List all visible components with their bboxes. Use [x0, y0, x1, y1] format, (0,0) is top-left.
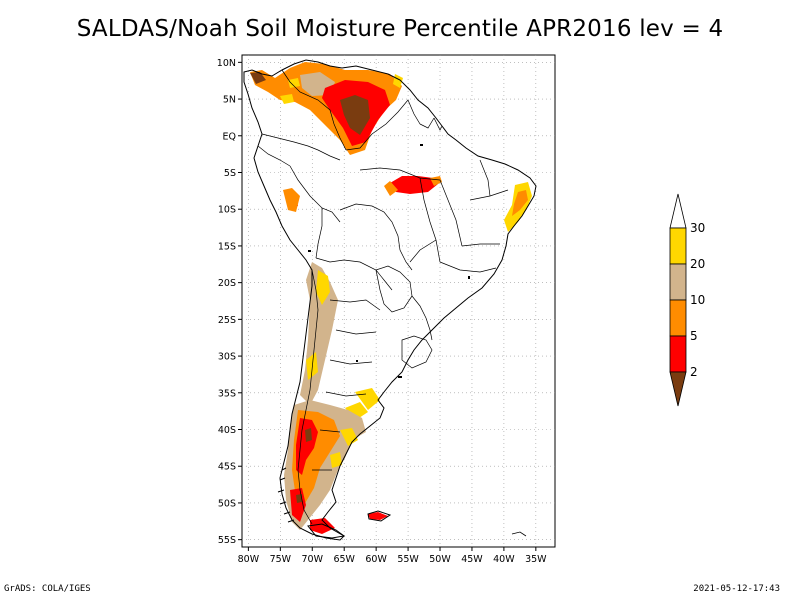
- lon-tick-label: 60W: [365, 554, 387, 565]
- lat-tick-label: 35S: [218, 388, 236, 399]
- lon-tick-label: 65W: [333, 554, 355, 565]
- colorbar-top-triangle: [669, 193, 687, 229]
- lon-tick-label: 80W: [238, 554, 260, 565]
- lon-tick-label: 40W: [493, 554, 515, 565]
- lon-tick-label: 50W: [429, 554, 451, 565]
- patch-falklands-red: [368, 512, 388, 520]
- lat-tick-label: 5N: [223, 95, 236, 106]
- lat-tick-label: 50S: [218, 498, 236, 509]
- border-guianas: [407, 99, 443, 131]
- border-venezuela-brazil: [345, 99, 409, 151]
- small-features: [308, 144, 527, 537]
- patch-amazon-red: [390, 176, 438, 194]
- patch-northwest-brown: [250, 72, 266, 84]
- tierra-del-fuego-outline: [307, 523, 346, 539]
- patch-north-yellow: [280, 74, 403, 104]
- feature-dot-3: [398, 376, 402, 378]
- feature-dot-1: [468, 276, 470, 279]
- country-borders: [257, 69, 509, 525]
- lon-tick-label: 70W: [302, 554, 324, 565]
- feature-island-east: [511, 531, 527, 537]
- south-america-coastline: [243, 59, 537, 541]
- border-argentina-provinces: [312, 299, 381, 471]
- lat-tick-label: 10N: [217, 58, 236, 69]
- border-chile-argentina: [297, 269, 319, 525]
- patch-amazon-orange: [384, 176, 442, 196]
- border-colombia-south: [261, 133, 341, 161]
- map-frame: [241, 54, 556, 548]
- lat-tick-label: 55S: [218, 535, 236, 546]
- lat-tick-label: EQ: [223, 131, 236, 142]
- border-ecuador-peru: [257, 145, 291, 167]
- border-colombia-venezuela: [281, 69, 347, 151]
- colorbar-label: 30: [690, 221, 705, 235]
- coastline: [243, 59, 537, 541]
- falklands-outline: [367, 510, 392, 522]
- border-peru-bolivia: [315, 208, 323, 259]
- lat-tick-label: 15S: [218, 241, 236, 252]
- lat-tick-label: 5S: [224, 168, 236, 179]
- tick-labels: 80W 75W 70W 65W 60W 55W 50W 45W 40W 35W 10N 5N EQ 5S 1…: [217, 58, 547, 565]
- lat-tick-label: 45S: [218, 462, 236, 473]
- colorbar-segment: [669, 299, 687, 337]
- colorbar-segment: [669, 263, 687, 301]
- border-peru-brazil: [289, 165, 341, 223]
- feature-dot-4: [420, 144, 423, 146]
- lake-titicaca: [308, 250, 311, 252]
- patch-patagonia-red: [290, 418, 335, 534]
- map-title: SALDAS/Noah Soil Moisture Percentile APR…: [76, 16, 724, 42]
- lat-tick-label: 20S: [218, 278, 236, 289]
- colorbar-segment: [669, 335, 687, 373]
- colorbar-label: 2: [690, 365, 698, 379]
- lon-tick-label: 45W: [461, 554, 483, 565]
- feature-dot-2: [356, 360, 358, 362]
- patch-andes-yellow: [306, 270, 368, 420]
- colorbar-bottom-triangle: [669, 371, 687, 407]
- patch-patagonia-brown: [296, 428, 312, 503]
- colorbar-label: 10: [690, 293, 705, 307]
- lat-tick-label: 25S: [218, 315, 236, 326]
- border-brazil-bolivia: [339, 203, 413, 271]
- border-uruguay: [401, 335, 433, 369]
- percentile-patches: [250, 62, 532, 534]
- colorbar-segment: [669, 227, 687, 265]
- lat-tick-label: 10S: [218, 205, 236, 216]
- patch-patagonia-yellow: [330, 388, 380, 468]
- lon-tick-label: 35W: [525, 554, 547, 565]
- colorbar-label: 5: [690, 329, 698, 343]
- patch-peru-orange: [283, 188, 300, 212]
- lat-tick-label: 40S: [218, 425, 236, 436]
- chilean-archipelago: [277, 467, 295, 523]
- patch-ne-coast-orange: [512, 190, 528, 216]
- patch-north-brown: [340, 95, 370, 135]
- lon-tick-label: 75W: [270, 554, 292, 565]
- colorbar: 2 5 10 20 30: [669, 193, 705, 407]
- footer-grads-credit: GrADS: COLA/IGES: [4, 584, 91, 594]
- border-paraguay: [375, 265, 413, 313]
- footer-timestamp: 2021-05-12-17:43: [693, 584, 780, 594]
- lat-tick-label: 30S: [218, 352, 236, 363]
- lon-tick-label: 55W: [397, 554, 419, 565]
- border-brazil-states: [359, 159, 509, 273]
- border-bolivia-south: [315, 257, 393, 291]
- border-brazil-south: [411, 295, 433, 341]
- colorbar-label: 20: [690, 257, 705, 271]
